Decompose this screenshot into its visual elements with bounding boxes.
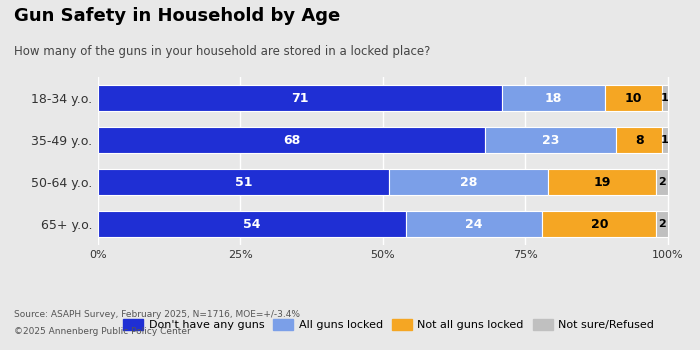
Bar [605,85,662,111]
Text: 2: 2 [658,219,666,229]
Text: 51: 51 [234,175,252,189]
Text: 18: 18 [545,91,562,105]
Text: Source: ASAPH Survey, February 2025, N=1716, MOE=+/-3.4%: Source: ASAPH Survey, February 2025, N=1… [14,310,300,319]
Text: 54: 54 [243,217,260,231]
Bar [405,211,542,237]
Bar [542,211,656,237]
Bar [616,127,662,153]
Bar [98,85,503,111]
Text: 2: 2 [658,177,666,187]
Bar [548,169,656,195]
Text: 23: 23 [542,133,559,147]
Bar [656,169,668,195]
Bar [503,85,605,111]
Text: 20: 20 [591,217,608,231]
Bar [485,127,616,153]
Bar [389,169,548,195]
Bar [656,211,668,237]
Text: 1: 1 [661,135,668,145]
Text: ©2025 Annenberg Public Policy Center: ©2025 Annenberg Public Policy Center [14,327,190,336]
Text: How many of the guns in your household are stored in a locked place?: How many of the guns in your household a… [14,46,430,58]
Bar [662,127,668,153]
Legend: Don't have any guns, All guns locked, Not all guns locked, Not sure/Refused: Don't have any guns, All guns locked, No… [118,314,659,335]
Text: 1: 1 [661,93,668,103]
Text: 24: 24 [466,217,483,231]
Bar [98,169,388,195]
Text: 68: 68 [283,133,300,147]
Bar [662,85,668,111]
Text: Gun Safety in Household by Age: Gun Safety in Household by Age [14,7,340,25]
Text: 10: 10 [624,91,642,105]
Bar [98,211,405,237]
Text: 8: 8 [635,133,643,147]
Text: 71: 71 [291,91,309,105]
Text: 28: 28 [460,175,477,189]
Text: 19: 19 [594,175,611,189]
Bar [98,127,485,153]
